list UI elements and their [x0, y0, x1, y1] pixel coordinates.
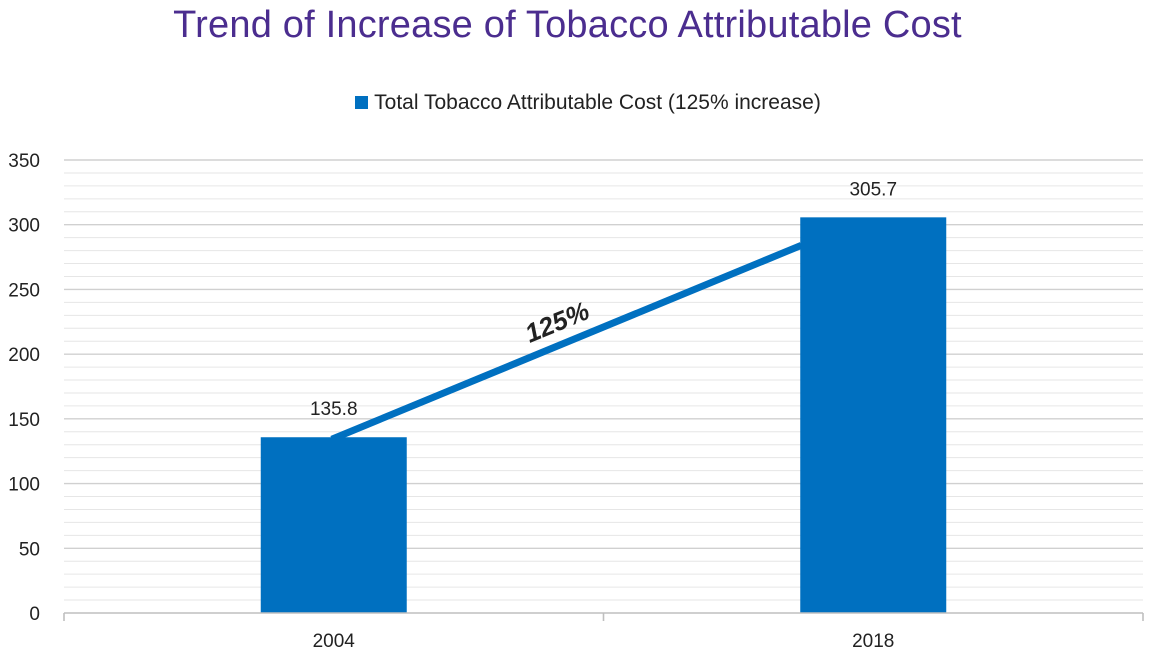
- y-tick-label: 50: [19, 539, 40, 560]
- x-tick-label: 2004: [313, 631, 356, 652]
- y-tick-label: 150: [8, 410, 40, 431]
- legend-label: Total Tobacco Attributable Cost (125% in…: [374, 91, 821, 114]
- legend-swatch: [355, 96, 369, 109]
- y-tick-label: 200: [8, 345, 40, 366]
- y-tick-label: 0: [29, 604, 40, 625]
- data-label: 135.8: [310, 399, 358, 420]
- x-tick-label: 2018: [852, 631, 894, 652]
- annotation-label: 125%: [521, 295, 594, 348]
- data-label: 305.7: [849, 179, 897, 200]
- legend: Total Tobacco Attributable Cost (125% in…: [0, 91, 1150, 115]
- bar: [800, 217, 947, 613]
- y-tick-label: 250: [8, 280, 40, 301]
- trend-line: [330, 242, 803, 443]
- y-tick-label: 300: [8, 216, 40, 237]
- y-tick-label: 100: [8, 475, 40, 496]
- y-tick-label: 350: [8, 151, 40, 172]
- chart-title: Trend of Increase of Tobacco Attributabl…: [173, 4, 962, 46]
- bar: [260, 437, 407, 613]
